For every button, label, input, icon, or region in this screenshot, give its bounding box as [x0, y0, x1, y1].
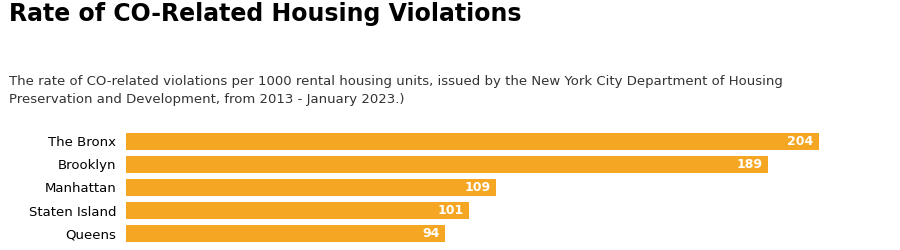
Bar [126, 202, 469, 219]
Text: The rate of CO-related violations per 1000 rental housing units, issued by the N: The rate of CO-related violations per 10… [9, 75, 783, 106]
Text: 94: 94 [423, 227, 440, 240]
Text: 109: 109 [465, 181, 491, 194]
Text: 204: 204 [788, 135, 814, 148]
Text: 189: 189 [736, 158, 762, 171]
Text: 101: 101 [437, 204, 464, 217]
Bar [126, 179, 496, 196]
Bar [126, 156, 768, 173]
Bar [126, 225, 446, 242]
Bar [126, 133, 819, 150]
Text: Rate of CO-Related Housing Violations: Rate of CO-Related Housing Violations [9, 2, 521, 26]
